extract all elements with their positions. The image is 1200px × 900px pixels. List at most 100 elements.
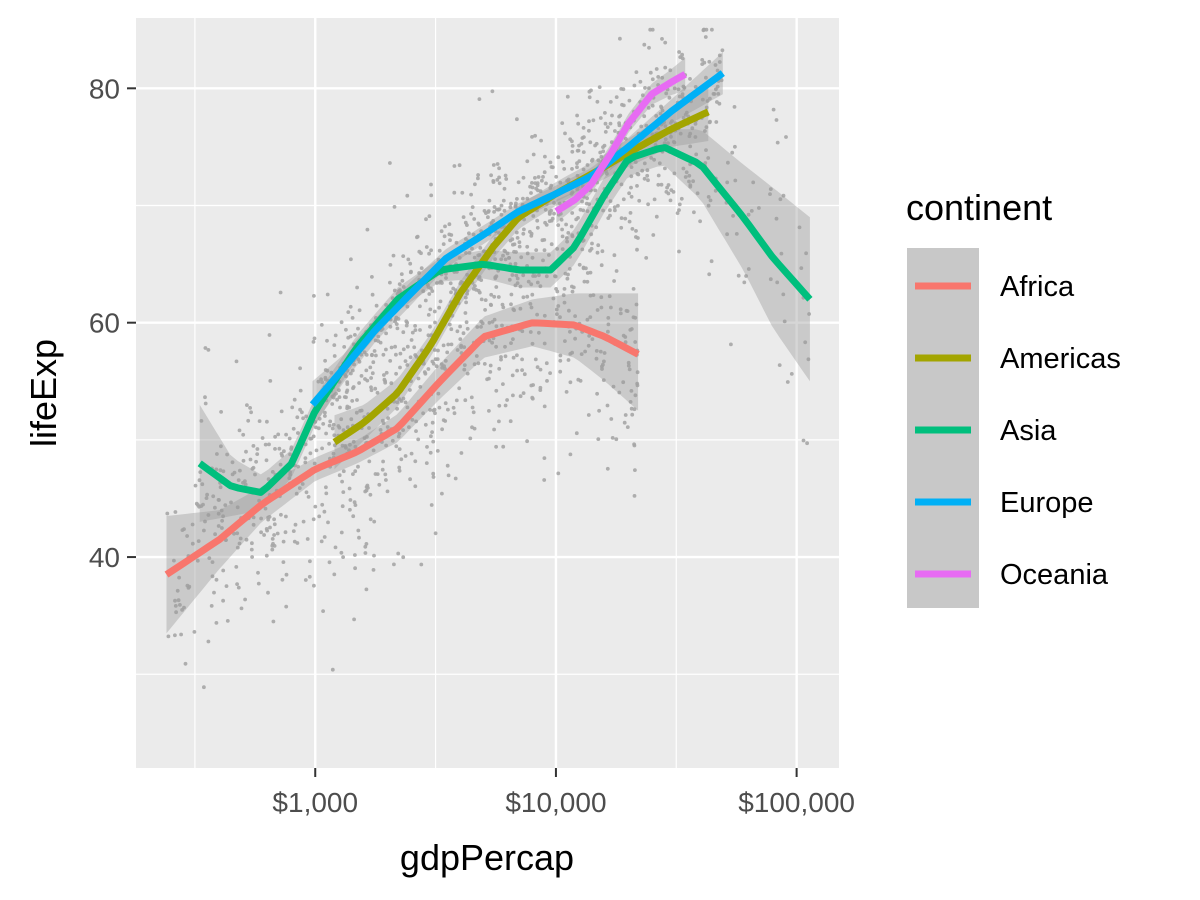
- scatter-point: [530, 255, 535, 260]
- scatter-point: [526, 279, 531, 284]
- scatter-point: [503, 249, 508, 254]
- scatter-point: [774, 118, 779, 122]
- scatter-point: [693, 122, 698, 126]
- scatter-point: [398, 365, 402, 370]
- scatter-point: [634, 70, 639, 74]
- scatter-point: [633, 393, 638, 398]
- scatter-point: [612, 253, 617, 258]
- scatter-point: [439, 279, 443, 284]
- scatter-point: [583, 349, 587, 354]
- scatter-point: [608, 100, 613, 104]
- scatter-point: [388, 161, 392, 165]
- scatter-point: [463, 311, 468, 315]
- scatter-point: [525, 244, 530, 249]
- scatter-point: [372, 519, 377, 524]
- scatter-point: [669, 188, 674, 193]
- scatter-point: [519, 255, 524, 260]
- scatter-point: [415, 235, 419, 240]
- scatter-point: [281, 560, 286, 564]
- scatter-point: [353, 566, 357, 571]
- scatter-point: [371, 568, 376, 572]
- legend-label-europe: Europe: [1000, 487, 1094, 519]
- scatter-point: [677, 249, 681, 254]
- scatter-point: [576, 377, 581, 382]
- scatter-point: [182, 527, 186, 531]
- scatter-point: [319, 377, 323, 382]
- scatter-point: [388, 263, 393, 267]
- scatter-point: [272, 517, 276, 522]
- scatter-point: [654, 67, 659, 71]
- scatter-point: [431, 471, 436, 476]
- scatter-point: [538, 284, 543, 289]
- scatter-point: [235, 545, 240, 550]
- scatter-point: [499, 257, 504, 262]
- scatter-point: [234, 565, 239, 569]
- scatter-point: [529, 191, 533, 195]
- scatter-point: [462, 367, 467, 372]
- scatter-point: [449, 290, 453, 295]
- scatter-point: [371, 448, 376, 453]
- scatter-point: [320, 380, 324, 385]
- scatter-point: [268, 525, 272, 530]
- scatter-point: [587, 89, 592, 94]
- scatter-point: [548, 371, 552, 375]
- scatter-point: [408, 355, 413, 360]
- scatter-point: [452, 164, 457, 168]
- scatter-point: [364, 542, 369, 546]
- scatter-point: [672, 140, 677, 145]
- scatter-point: [608, 213, 612, 218]
- scatter-point: [363, 551, 368, 555]
- scatter-point: [595, 308, 600, 312]
- scatter-point: [663, 137, 668, 142]
- scatter-point: [627, 98, 632, 103]
- scatter-point: [487, 198, 492, 203]
- scatter-point: [590, 157, 595, 162]
- scatter-point: [650, 77, 655, 82]
- scatter-point: [358, 409, 362, 413]
- scatter-point: [464, 320, 469, 325]
- scatter-point: [290, 405, 295, 410]
- scatter-point: [272, 522, 277, 527]
- scatter-point: [377, 482, 382, 487]
- scatter-point: [322, 509, 327, 514]
- scatter-point: [471, 232, 476, 237]
- scatter-point: [757, 206, 761, 210]
- scatter-point: [413, 324, 417, 328]
- scatter-point: [708, 96, 712, 101]
- scatter-point: [405, 193, 410, 198]
- scatter-point: [340, 504, 345, 509]
- scatter-point: [349, 417, 354, 422]
- scatter-point: [443, 224, 447, 229]
- scatter-point: [454, 240, 459, 245]
- scatter-point: [630, 227, 635, 231]
- scatter-point: [206, 639, 211, 644]
- scatter-point: [566, 272, 570, 277]
- scatter-point: [173, 633, 177, 638]
- scatter-point: [347, 486, 352, 491]
- legend-title: continent: [906, 187, 1052, 228]
- scatter-point: [477, 97, 482, 101]
- scatter-point: [403, 400, 408, 405]
- scatter-point: [337, 473, 342, 478]
- scatter-point: [628, 211, 633, 215]
- scatter-point: [284, 572, 289, 577]
- scatter-point: [348, 304, 353, 309]
- scatter-point: [706, 156, 711, 160]
- scatter-point: [413, 484, 418, 489]
- scatter-point: [440, 491, 444, 496]
- scatter-point: [464, 237, 468, 241]
- scatter-point: [576, 121, 581, 126]
- scatter-point: [339, 550, 344, 555]
- scatter-point: [324, 431, 328, 436]
- scatter-point: [623, 136, 628, 141]
- scatter-point: [397, 447, 402, 451]
- scatter-point: [446, 342, 451, 347]
- scatter-point: [545, 379, 549, 383]
- scatter-point: [254, 459, 258, 464]
- scatter-point: [595, 391, 599, 396]
- scatter-point: [367, 459, 372, 464]
- scatter-point: [288, 470, 292, 474]
- scatter-point: [403, 454, 408, 458]
- scatter-point: [633, 468, 637, 472]
- scatter-point: [282, 449, 286, 454]
